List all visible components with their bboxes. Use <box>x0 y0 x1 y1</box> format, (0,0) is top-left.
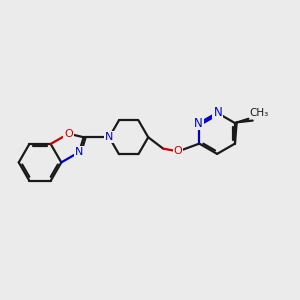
Text: N: N <box>194 116 203 130</box>
Text: CH₃: CH₃ <box>249 108 268 118</box>
Text: O: O <box>174 146 182 156</box>
Text: N: N <box>75 147 83 157</box>
Text: N: N <box>105 132 113 142</box>
Text: N: N <box>213 106 222 119</box>
Text: O: O <box>64 129 73 139</box>
